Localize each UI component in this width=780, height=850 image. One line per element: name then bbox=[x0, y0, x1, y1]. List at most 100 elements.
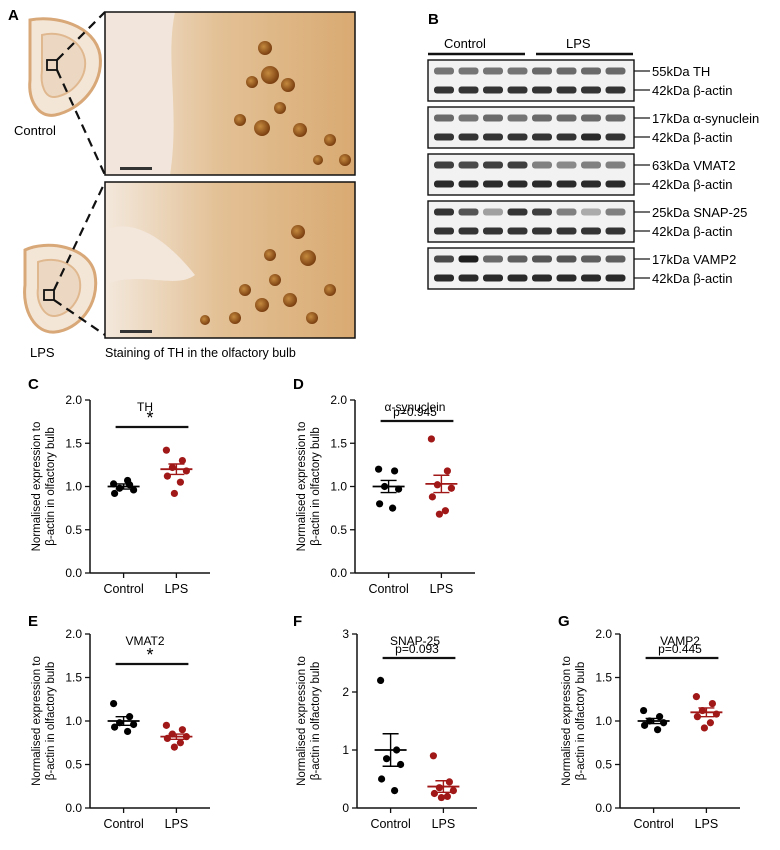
band bbox=[483, 133, 503, 141]
band bbox=[581, 255, 601, 263]
band bbox=[483, 227, 503, 235]
data-point bbox=[435, 510, 443, 518]
band bbox=[458, 255, 479, 263]
band bbox=[605, 161, 626, 169]
band bbox=[532, 133, 552, 141]
band bbox=[605, 274, 626, 282]
band bbox=[434, 86, 454, 94]
group-lps-label: LPS bbox=[566, 36, 591, 51]
band bbox=[581, 133, 601, 141]
y-tick-label: 1.5 bbox=[595, 671, 612, 685]
band bbox=[434, 114, 454, 122]
band bbox=[605, 67, 626, 75]
x-tick-label: Control bbox=[103, 817, 143, 831]
band bbox=[532, 161, 552, 169]
data-point bbox=[130, 486, 138, 494]
panel-letter: E bbox=[28, 613, 38, 630]
band bbox=[556, 180, 577, 188]
band bbox=[483, 161, 503, 169]
data-point bbox=[693, 713, 701, 721]
y-tick-label: 1.5 bbox=[65, 436, 82, 450]
chart-c-th: C TH 0.0 0.5 1.0 1.5 2.0 Control LPS Normalised e… bbox=[28, 376, 210, 596]
data-point bbox=[124, 476, 132, 485]
band bbox=[507, 114, 528, 122]
data-point bbox=[641, 721, 649, 729]
data-point bbox=[110, 700, 118, 708]
data-point bbox=[706, 719, 714, 727]
band bbox=[605, 227, 626, 235]
chart-title: α-synuclein bbox=[385, 400, 446, 414]
band-label: 55kDa TH bbox=[652, 64, 710, 79]
band bbox=[532, 208, 552, 216]
panel-letter: G bbox=[558, 613, 570, 630]
band bbox=[556, 274, 577, 282]
y-tick-label: 0.5 bbox=[595, 758, 612, 772]
data-point bbox=[391, 787, 399, 795]
y-tick-label: 0.0 bbox=[65, 566, 82, 580]
data-point bbox=[430, 789, 438, 798]
chart-title: VMAT2 bbox=[125, 634, 164, 648]
band bbox=[556, 255, 577, 263]
y-tick-label: 0.5 bbox=[65, 758, 82, 772]
group-control-label: Control bbox=[444, 36, 486, 51]
y-tick-label: 1.0 bbox=[330, 480, 347, 494]
x-tick-label: LPS bbox=[165, 817, 189, 831]
band bbox=[556, 208, 577, 216]
band bbox=[605, 86, 626, 94]
lps-bulb-thumbnail bbox=[23, 243, 98, 334]
band bbox=[532, 67, 552, 75]
data-point bbox=[656, 713, 664, 721]
significance-label: p=0.093 bbox=[395, 642, 439, 656]
panel-letter: F bbox=[293, 613, 302, 630]
blot-1: 17kDa α-synuclein 42kDa β-actin bbox=[427, 106, 759, 149]
panel-letter: D bbox=[293, 376, 304, 393]
band bbox=[483, 255, 503, 263]
chart-e-vmat2: E VMAT2 0.0 0.5 1.0 1.5 2.0 Control LPS Normalise… bbox=[28, 613, 210, 831]
band-label: 42kDa β-actin bbox=[652, 271, 732, 286]
data-point bbox=[162, 446, 170, 454]
data-point bbox=[654, 726, 662, 734]
band bbox=[605, 114, 626, 122]
band bbox=[556, 227, 577, 235]
data-point bbox=[178, 726, 186, 734]
band bbox=[434, 67, 454, 75]
band-label: 17kDa VAMP2 bbox=[652, 252, 736, 267]
band bbox=[458, 133, 479, 141]
data-point bbox=[162, 721, 170, 729]
lps-micrograph bbox=[104, 181, 356, 339]
band bbox=[458, 180, 479, 188]
data-point bbox=[447, 484, 455, 492]
band bbox=[507, 86, 528, 94]
band bbox=[532, 180, 552, 188]
y-axis-label: Normalised expression to bbox=[31, 656, 43, 786]
data-point bbox=[389, 504, 397, 512]
band bbox=[556, 114, 577, 122]
band bbox=[581, 114, 601, 122]
band bbox=[458, 114, 479, 122]
y-tick-label: 2.0 bbox=[65, 393, 82, 407]
panel-letter-a: A bbox=[8, 7, 19, 24]
band bbox=[581, 180, 601, 188]
band bbox=[605, 180, 626, 188]
control-micrograph bbox=[104, 11, 356, 176]
chart-g-vamp2: G VAMP2 0.0 0.5 1.0 1.5 2.0 Control LPS Normalise… bbox=[558, 613, 740, 831]
band-label: 42kDa β-actin bbox=[652, 83, 732, 98]
panel-letter-b: B bbox=[428, 11, 439, 28]
y-tick-label: 2.0 bbox=[595, 627, 612, 641]
panel-letter: C bbox=[28, 376, 39, 393]
band bbox=[483, 274, 503, 282]
chart-title: VAMP2 bbox=[660, 634, 700, 648]
data-point bbox=[176, 478, 184, 486]
panel-a-histology: A Control LPS bbox=[8, 7, 356, 360]
data-point bbox=[163, 472, 171, 480]
y-tick-label: 0.5 bbox=[65, 523, 82, 537]
y-axis-label: Normalised expression to bbox=[296, 422, 308, 552]
chart-title: SNAP-25 bbox=[390, 634, 440, 648]
band bbox=[434, 180, 454, 188]
band bbox=[507, 133, 528, 141]
band bbox=[556, 161, 577, 169]
blot-3: 25kDa SNAP-25 42kDa β-actin bbox=[427, 200, 747, 243]
band bbox=[532, 255, 552, 263]
data-point bbox=[445, 778, 453, 786]
blot-4: 17kDa VAMP2 42kDa β-actin bbox=[427, 247, 736, 290]
